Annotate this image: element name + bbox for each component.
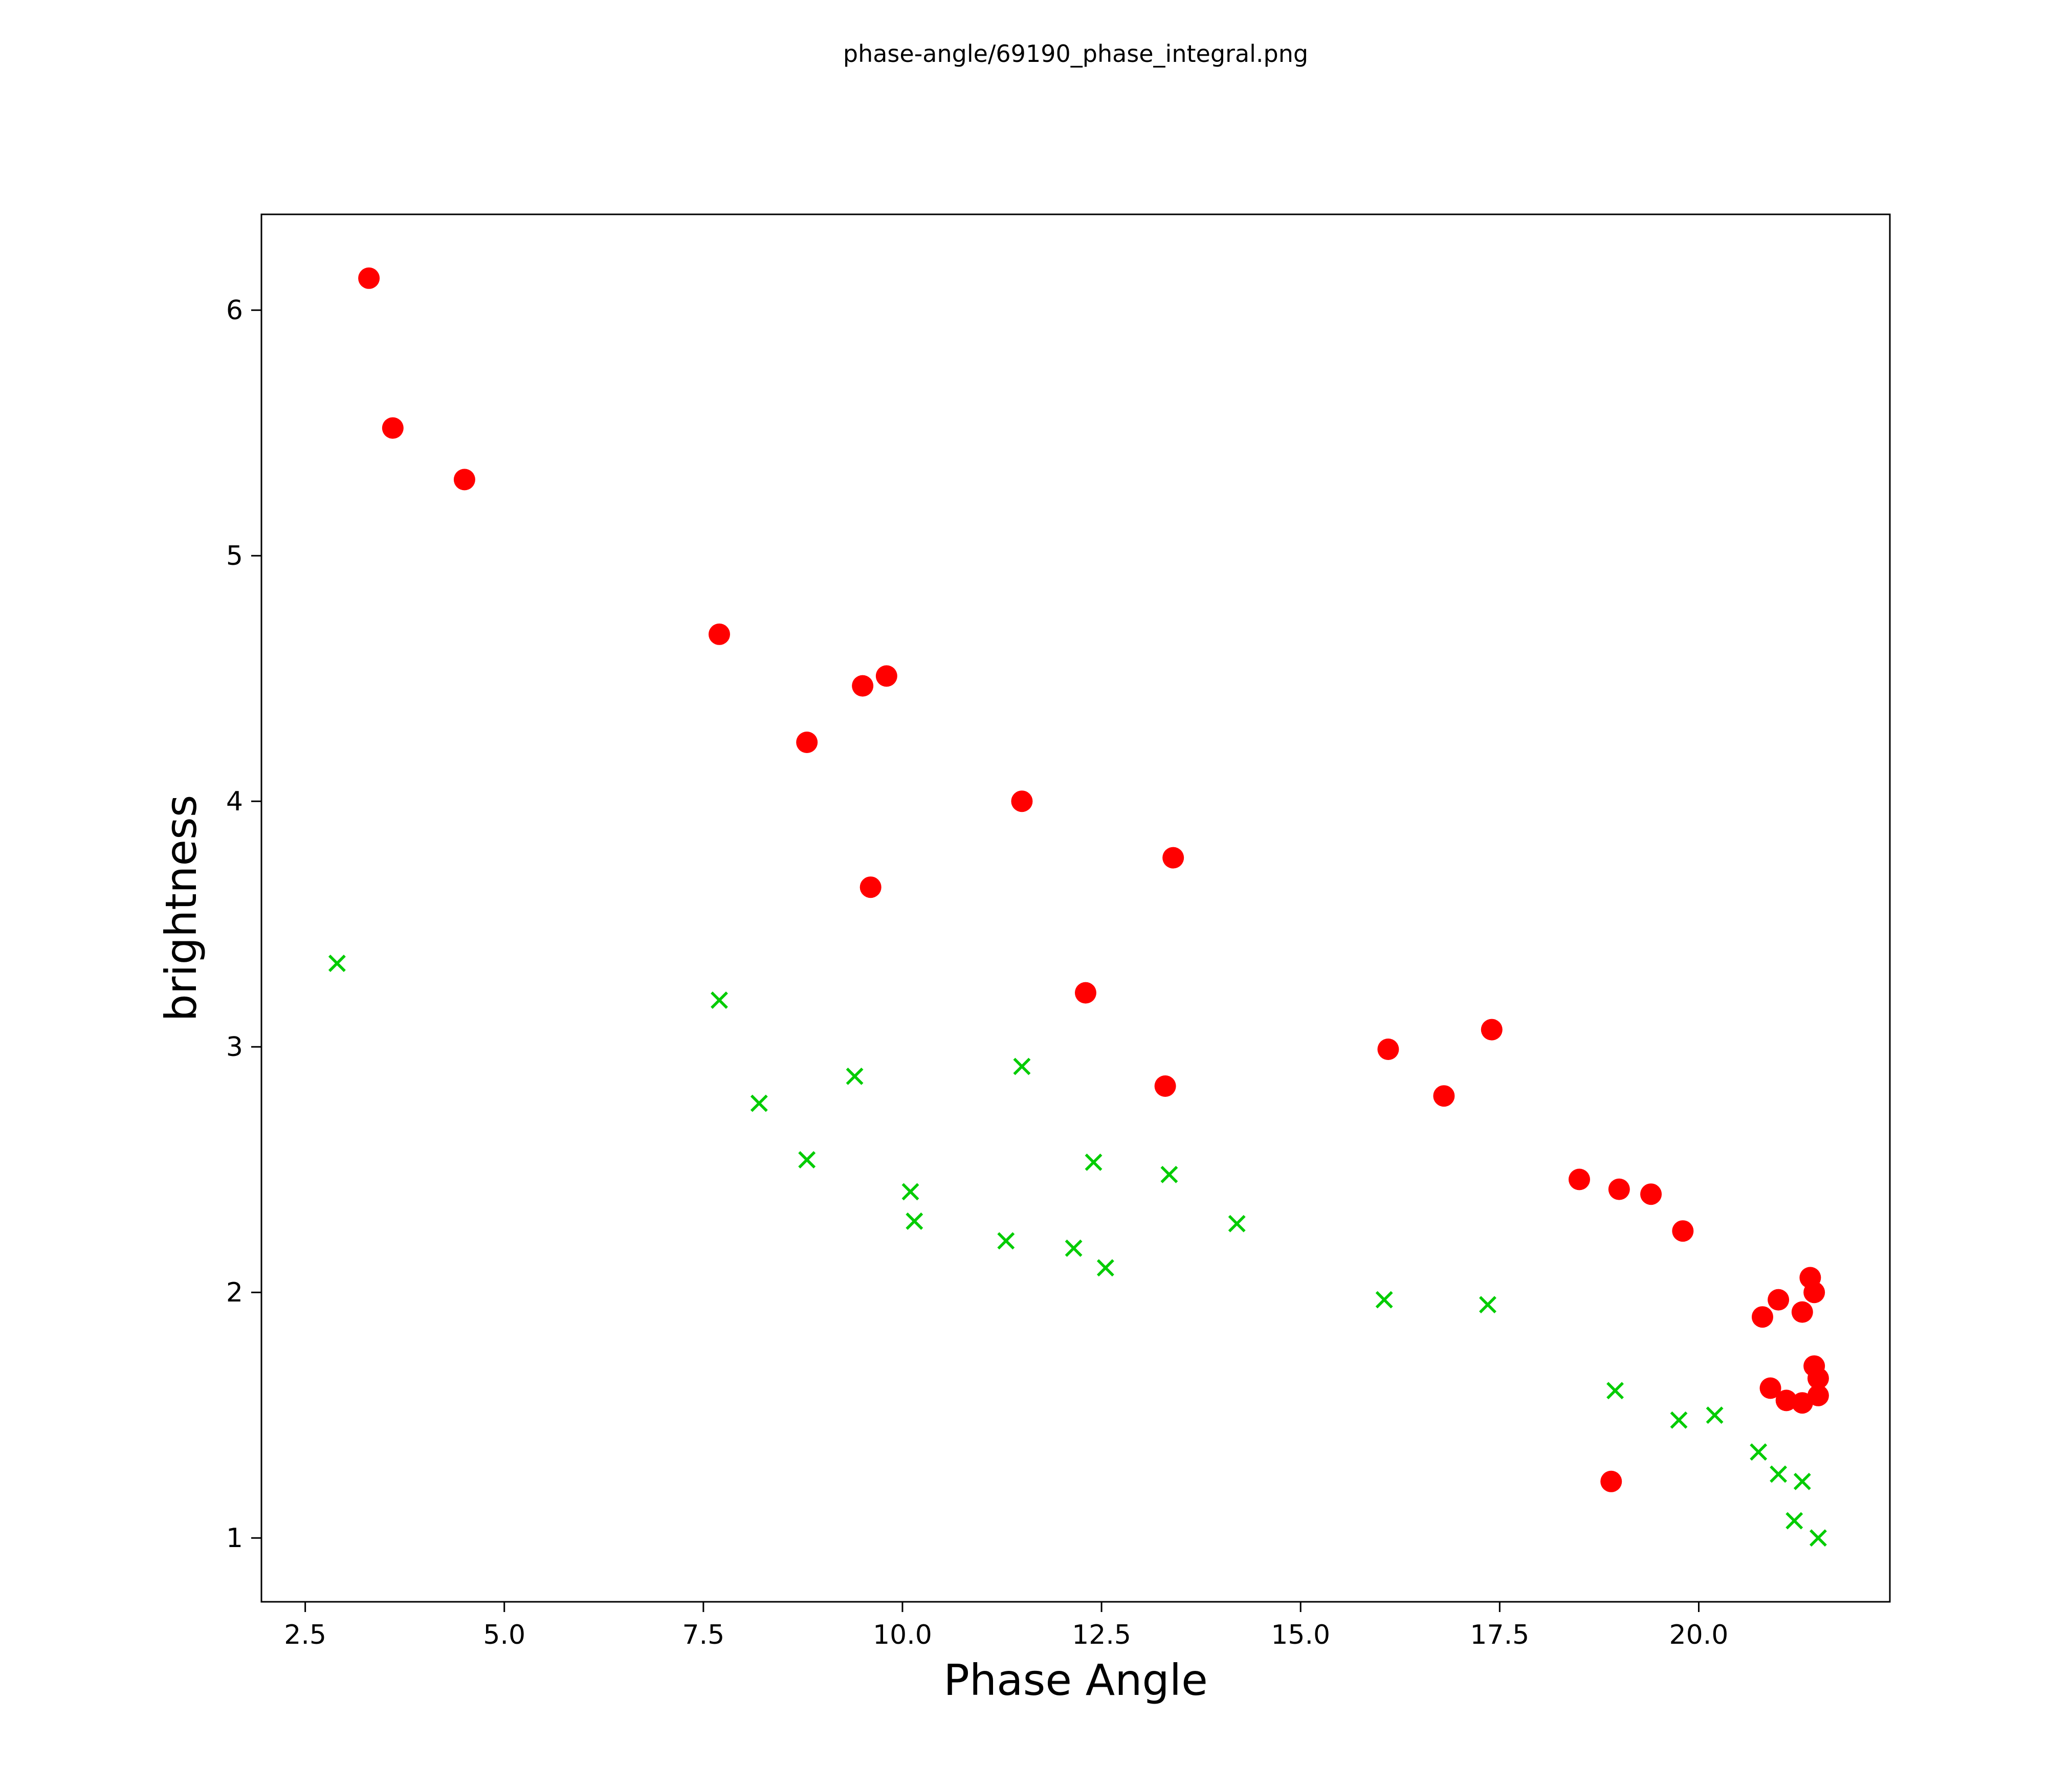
scatter-point-red-circles [358,267,380,289]
scatter-point-red-circles [1162,847,1184,869]
plot-frame [260,213,1891,1603]
x-axis-label: Phase Angle [943,1655,1208,1705]
y-tick-label: 1 [226,1523,243,1554]
scatter-point-red-circles [1154,1075,1176,1097]
scatter-point-red-circles [1768,1289,1790,1311]
scatter-point-red-circles [1377,1039,1399,1060]
scatter-point-red-circles [453,469,475,491]
scatter-point-green-crosses [997,1232,1015,1250]
y-tick-label: 3 [226,1032,243,1063]
chart-title: phase-angle/69190_phase_integral.png [843,40,1309,68]
scatter-point-red-circles [1791,1301,1813,1323]
scatter-point-red-circles [382,417,404,439]
scatter-point-green-crosses [1065,1239,1083,1257]
scatter-point-red-circles [852,675,874,697]
scatter-point-green-crosses [1160,1165,1178,1183]
y-tick-label: 5 [226,541,243,571]
scatter-point-green-crosses [1706,1406,1724,1424]
scatter-point-red-circles [1568,1168,1590,1190]
y-axis-label: brightness [156,795,206,1022]
scatter-point-green-crosses [328,955,346,972]
scatter-point-green-crosses [1793,1472,1811,1490]
x-tick-label: 2.5 [284,1620,326,1650]
scatter-point-red-circles [1803,1282,1825,1304]
scatter-point-green-crosses [1670,1411,1688,1429]
scatter-point-red-circles [859,876,881,898]
scatter-point-green-crosses [1786,1512,1803,1530]
scatter-point-green-crosses [750,1094,768,1112]
scatter-point-red-circles [796,732,818,753]
scatter-point-green-crosses [1770,1465,1788,1483]
y-tick-label: 6 [226,295,243,326]
scatter-point-green-crosses [1375,1291,1393,1309]
scatter-point-red-circles [1011,790,1033,812]
y-tick-label: 2 [226,1277,243,1308]
scatter-point-red-circles [1759,1377,1781,1399]
x-tick-label: 20.0 [1669,1620,1729,1650]
scatter-point-red-circles [1775,1389,1797,1411]
x-tick-label: 5.0 [483,1620,525,1650]
x-tick-label: 12.5 [1072,1620,1131,1650]
scatter-point-green-crosses [1096,1259,1114,1277]
scatter-point-green-crosses [1809,1529,1827,1547]
y-tick-label: 4 [226,786,243,817]
scatter-point-green-crosses [906,1212,923,1230]
scatter-point-green-crosses [1479,1296,1496,1314]
scatter-point-red-circles [1807,1367,1829,1389]
scatter-point-green-crosses [1013,1057,1031,1075]
scatter-point-green-crosses [1228,1215,1246,1232]
scatter-point-red-circles [708,623,730,645]
scatter-point-red-circles [875,665,897,687]
scatter-point-red-circles [1074,982,1096,1004]
scatter-point-green-crosses [901,1183,919,1201]
scatter-point-red-circles [1600,1470,1622,1492]
scatter-point-red-circles [1481,1019,1503,1041]
x-tick-label: 10.0 [873,1620,932,1650]
scatter-point-green-crosses [711,991,728,1009]
scatter-point-red-circles [1672,1220,1694,1242]
scatter-point-green-crosses [1750,1443,1768,1461]
scatter-point-red-circles [1751,1306,1773,1328]
scatter-point-red-circles [1640,1183,1662,1205]
scatter-point-green-crosses [846,1067,864,1085]
x-tick-label: 7.5 [682,1620,724,1650]
scatter-point-green-crosses [1085,1153,1103,1171]
x-tick-label: 15.0 [1271,1620,1330,1650]
scatter-point-red-circles [1608,1178,1630,1200]
scatter-point-red-circles [1433,1085,1455,1107]
scatter-point-green-crosses [798,1151,816,1168]
scatter-point-green-crosses [1606,1382,1624,1400]
x-tick-label: 17.5 [1470,1620,1529,1650]
scatter-point-red-circles [1807,1384,1829,1406]
